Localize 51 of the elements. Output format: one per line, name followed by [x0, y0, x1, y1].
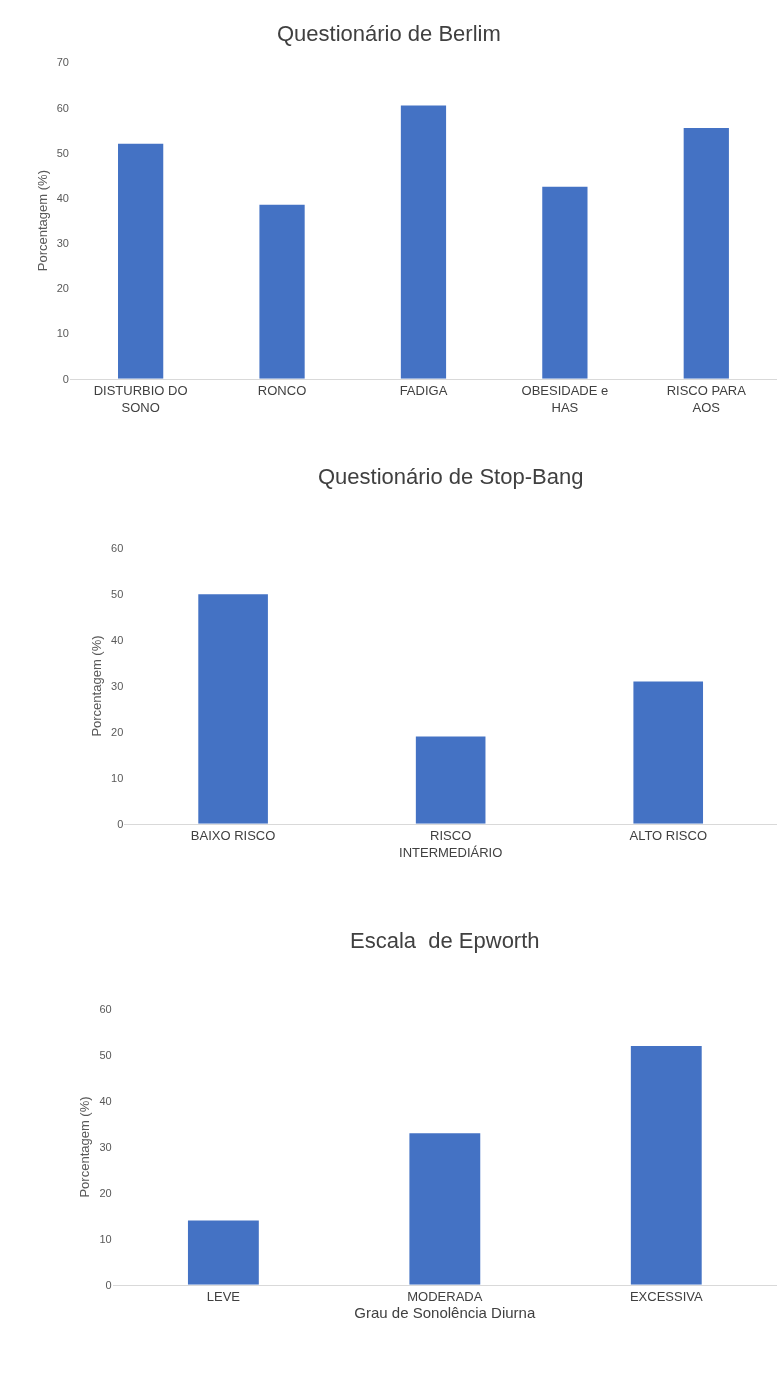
x-tick-label: MODERADA [407, 1289, 483, 1305]
y-tick-label: 10 [56, 327, 69, 340]
y-tick-label: 0 [62, 372, 69, 385]
chart-title: Escala de Epworth [350, 928, 540, 953]
x-axis-title: Grau de Sonolência Diurna [354, 1304, 536, 1322]
y-tick-label: 30 [56, 237, 69, 250]
bar [259, 204, 305, 379]
y-tick-label: 60 [111, 542, 124, 555]
y-axis-title: Porcentagem (%) [34, 170, 50, 272]
bar [683, 128, 729, 379]
x-tick-label: RONCO [257, 383, 307, 399]
x-tick-label: EXCESSIVA [629, 1289, 703, 1305]
bar [118, 143, 164, 379]
y-tick-label: 50 [111, 588, 124, 601]
y-tick-label: 20 [56, 282, 69, 295]
x-tick-label: LEVE [206, 1289, 241, 1305]
bar [187, 1220, 259, 1285]
y-axis-title: Porcentagem (%) [89, 635, 105, 737]
bar [542, 186, 588, 379]
y-tick-label: 0 [117, 817, 124, 830]
y-tick-label: 20 [99, 1186, 112, 1199]
bar [415, 736, 486, 824]
y-tick-label: 60 [56, 101, 69, 114]
y-tick-label: 0 [105, 1278, 112, 1291]
y-tick-label: 40 [56, 191, 69, 204]
y-tick-label: 10 [111, 771, 124, 784]
y-tick-label: 50 [99, 1048, 112, 1061]
bar [409, 1133, 481, 1285]
y-axis-title: Porcentagem (%) [77, 1096, 93, 1198]
y-tick-label: 40 [111, 633, 124, 646]
bar [630, 1045, 702, 1285]
chart-title: Questionário de Stop-Bang [318, 464, 584, 489]
x-tick-label: FADIGA [399, 383, 448, 399]
x-tick-label: RISCO PARA AOS [666, 383, 747, 416]
y-tick-label: 70 [56, 56, 69, 69]
chart-title: Questionário de Berlim [277, 21, 501, 46]
y-tick-label: 50 [56, 146, 69, 159]
bar [198, 594, 268, 824]
x-tick-label: DISTURBIO DO SONO [93, 383, 188, 416]
y-tick-label: 60 [99, 1003, 112, 1016]
y-tick-label: 40 [99, 1094, 112, 1107]
x-tick-label: ALTO RISCO [629, 828, 707, 844]
y-tick-label: 20 [111, 725, 124, 738]
x-tick-label: OBESIDADE e HAS [521, 383, 609, 416]
x-tick-label: RISCO INTERMEDIÁRIO [399, 828, 503, 861]
bar [633, 681, 704, 824]
y-tick-label: 30 [111, 679, 124, 692]
bar [400, 105, 447, 379]
y-tick-label: 30 [99, 1140, 112, 1153]
x-tick-label: BAIXO RISCO [190, 828, 276, 844]
y-tick-label: 10 [99, 1232, 112, 1245]
